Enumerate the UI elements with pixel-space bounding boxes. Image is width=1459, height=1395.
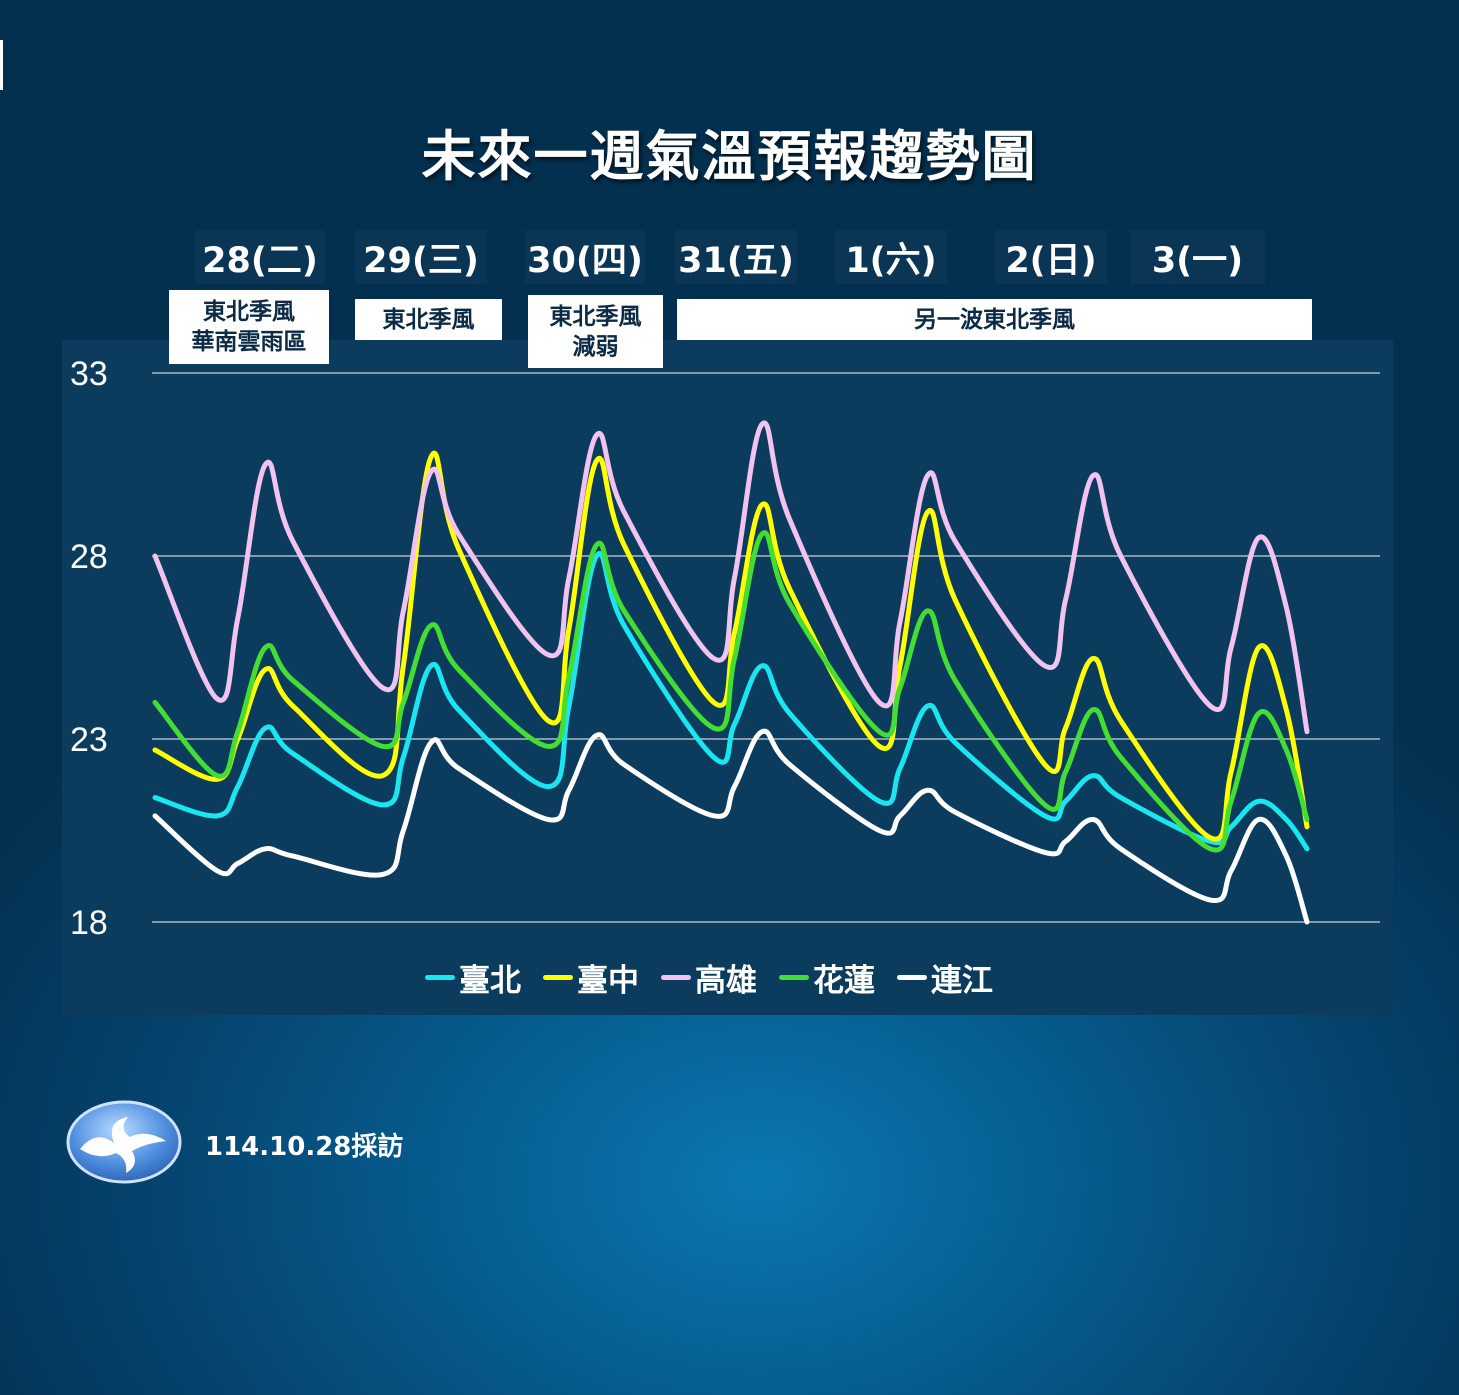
legend-label: 高雄: [695, 963, 757, 999]
cwa-logo-icon: [66, 1100, 182, 1184]
edge-marker: [0, 40, 3, 90]
note-line: 華南雲雨區: [191, 329, 307, 355]
series-line-連江: [152, 728, 1310, 925]
legend-item-taipei: 臺北: [425, 955, 521, 1000]
legend-swatch: [779, 975, 809, 980]
legend-item-lienchiang: 連江: [897, 955, 993, 1000]
interview-date: 114.10.28採訪: [205, 1132, 404, 1162]
note-line: 減弱: [572, 333, 619, 360]
note-line: 東北季風: [549, 303, 642, 330]
weather-note: 東北季風: [355, 299, 502, 340]
day-label: 31(五): [675, 230, 797, 284]
note-line: 另一波東北季風: [914, 306, 1075, 333]
legend-item-taichung: 臺中: [543, 955, 639, 1000]
day-label: 30(四): [525, 230, 645, 284]
day-label: 1(六): [835, 230, 947, 284]
day-label: 2(日): [995, 230, 1107, 284]
y-tick-label: 23: [70, 721, 108, 759]
y-tick-label: 33: [70, 355, 108, 393]
note-line: 東北季風: [382, 306, 475, 333]
series-line-花蓮: [152, 530, 1310, 853]
weather-note: 東北季風 減弱: [528, 295, 663, 368]
series-line-高雄: [152, 420, 1310, 735]
legend-swatch: [425, 975, 455, 980]
legend-item-kaohsiung: 高雄: [661, 955, 757, 1000]
legend-swatch: [661, 975, 691, 980]
legend-item-hualien: 花蓮: [779, 955, 875, 1000]
day-label: 3(一): [1130, 230, 1265, 284]
legend-swatch: [543, 975, 573, 980]
legend-label: 臺北: [459, 963, 521, 999]
y-tick-label: 18: [70, 904, 108, 942]
weather-note: 另一波東北季風: [677, 299, 1312, 340]
legend-label: 花蓮: [813, 963, 875, 999]
weather-note: 東北季風 華南雲雨區: [169, 290, 329, 364]
day-label: 29(三): [355, 230, 487, 284]
note-line: 東北季風: [203, 299, 295, 325]
series-line-臺北: [152, 551, 1310, 852]
legend-label: 連江: [931, 963, 993, 999]
chart-title: 未來一週氣溫預報趨勢圖: [421, 125, 1038, 188]
legend-label: 臺中: [577, 963, 639, 999]
y-tick-label: 28: [70, 538, 108, 576]
legend: 臺北 臺中 高雄 花蓮 連江: [425, 955, 993, 1000]
day-label: 28(二): [195, 230, 325, 284]
legend-swatch: [897, 975, 927, 980]
series-line-臺中: [152, 450, 1310, 842]
